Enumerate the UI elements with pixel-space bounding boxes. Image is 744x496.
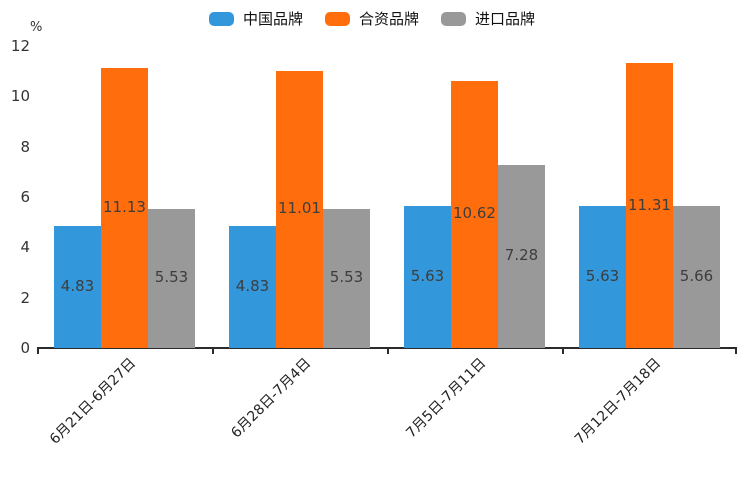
bar[interactable]: 10.62: [451, 80, 498, 348]
x-axis-tick: [562, 348, 564, 354]
y-tick-label: 2: [20, 288, 30, 307]
x-axis-tick: [37, 348, 39, 354]
bar[interactable]: 5.53: [323, 208, 370, 348]
plot-area: 4.83 11.13 5.53 4.83 11.01 5.53 5.63 10.62 7.28 5…: [37, 46, 737, 354]
y-tick-label: 12: [10, 37, 30, 55]
bar[interactable]: 11.13: [101, 67, 148, 348]
bar-value-label: 11.01: [278, 199, 321, 218]
y-tick-label: 6: [20, 188, 30, 206]
legend-item[interactable]: 中国品牌: [208, 9, 303, 28]
bar-value-label: 10.62: [453, 204, 496, 223]
bar-value-label: 11.31: [628, 195, 671, 214]
bar-value-label: 5.63: [410, 267, 445, 286]
x-category-label: 6月28日-7月4日: [228, 355, 315, 442]
bar[interactable]: 5.63: [579, 206, 626, 348]
chart-legend: 中国品牌 合资品牌 进口品牌: [0, 9, 744, 29]
legend-label: 进口品牌: [475, 9, 536, 28]
legend-label: 中国品牌: [242, 9, 303, 28]
bar[interactable]: 4.83: [229, 226, 276, 348]
bar[interactable]: 5.66: [673, 205, 720, 348]
x-axis-tick: [735, 348, 737, 354]
legend-swatch: [208, 12, 234, 26]
y-axis-unit-label: %: [30, 20, 43, 35]
x-category-label: 7月12日-7月18日: [571, 355, 665, 448]
bar-value-label: 5.53: [154, 268, 189, 287]
legend-swatch: [441, 12, 466, 26]
legend-item[interactable]: 合资品牌: [324, 9, 419, 28]
bar-value-label: 5.66: [679, 266, 714, 285]
bar[interactable]: 5.63: [404, 206, 451, 348]
bar[interactable]: 7.28: [498, 164, 545, 348]
bar-value-label: 5.63: [585, 267, 620, 286]
bar-value-label: 11.13: [103, 197, 146, 216]
bar-value-label: 5.53: [329, 268, 364, 287]
bar[interactable]: 11.31: [626, 63, 673, 348]
y-tick-label: 0: [20, 339, 30, 357]
bar-value-label: 4.83: [60, 277, 95, 296]
y-tick-label: 8: [20, 137, 30, 156]
bar-value-label: 4.83: [235, 277, 270, 296]
x-category-label: 7月5日-7月11日: [403, 355, 490, 442]
legend-item[interactable]: 进口品牌: [441, 9, 536, 28]
x-axis-tick: [212, 348, 214, 354]
x-axis-tick: [387, 348, 389, 354]
y-tick-label: 4: [20, 238, 30, 257]
bar[interactable]: 4.83: [54, 226, 101, 348]
y-tick-label: 10: [10, 87, 30, 106]
bar[interactable]: 11.01: [276, 70, 323, 348]
x-category-label: 6月21日-6月27日: [46, 355, 140, 448]
bar[interactable]: 5.53: [148, 208, 195, 348]
bar-value-label: 7.28: [504, 246, 539, 265]
legend-swatch: [324, 12, 350, 26]
legend-label: 合资品牌: [358, 9, 419, 28]
